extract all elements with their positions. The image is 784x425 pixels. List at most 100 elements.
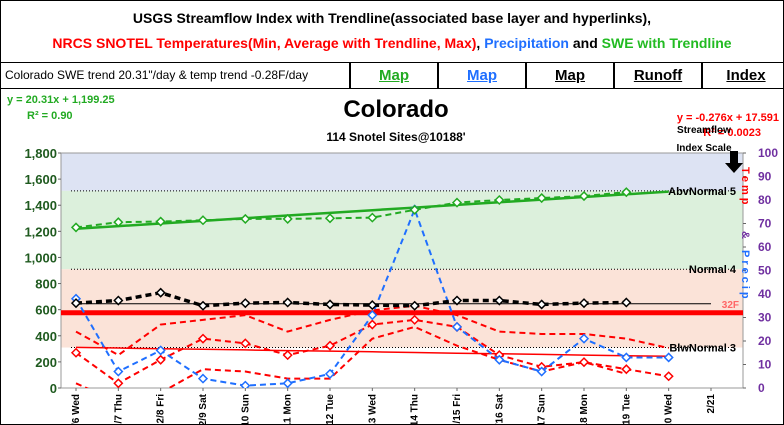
temp-equation: y = -0.276x + 17.591 xyxy=(677,112,779,124)
series-marker xyxy=(536,192,547,204)
series-line xyxy=(75,290,627,308)
temp-r2: R² = 0.0023 xyxy=(703,127,761,139)
series-marker xyxy=(282,378,293,388)
series-marker xyxy=(494,295,505,306)
nav-links: Map Map Map Runoff Index xyxy=(349,63,783,88)
x-tick-label: 2/9 Sat xyxy=(198,393,209,424)
series-marker xyxy=(621,364,632,375)
series-marker xyxy=(113,295,124,306)
x-tick-label: 2/13 Wed xyxy=(367,394,378,424)
x-tick-label: 2/15 Fri xyxy=(452,394,463,424)
series-marker xyxy=(70,298,82,309)
series-marker xyxy=(409,300,420,311)
series-marker xyxy=(113,217,124,228)
header-segment: SWE with Trendline xyxy=(601,35,732,51)
y-tick-label: 1,800 xyxy=(24,146,57,161)
series-marker xyxy=(155,345,166,356)
y2-tick-label: 0 xyxy=(758,381,765,395)
header-segment: NRCS SNOTEL Temperatures(Min, Average wi… xyxy=(52,35,477,51)
series-marker xyxy=(536,299,547,310)
series-marker xyxy=(621,352,632,363)
x-tick-label: 2/10 Sun xyxy=(240,394,251,424)
y2-label: Precip xyxy=(739,250,751,302)
freeze-label: 32F xyxy=(722,300,739,311)
x-tick-label: 2/19 Tue xyxy=(621,394,632,424)
series-marker xyxy=(113,378,124,388)
x-tick-label: 2/18 Mon xyxy=(579,394,590,424)
series-marker xyxy=(282,213,293,224)
series-marker xyxy=(451,197,463,208)
series-marker xyxy=(578,191,590,202)
x-tick-label: 2/8 Fri xyxy=(156,394,167,424)
series-marker xyxy=(621,297,632,308)
series-marker xyxy=(282,297,293,308)
series-line xyxy=(75,346,669,358)
series-line xyxy=(75,304,669,357)
series-line xyxy=(75,190,669,231)
y2-label: & xyxy=(739,231,751,242)
series-marker xyxy=(155,287,166,298)
streamflow-label: Streamflow xyxy=(677,125,731,136)
band-label: AbvNormal 5 xyxy=(668,186,736,198)
x-tick-label: 2/14 Thu xyxy=(410,394,421,424)
y2-tick-label: 100 xyxy=(758,146,778,160)
series-marker xyxy=(409,314,420,325)
series-marker xyxy=(240,380,251,388)
y2-tick-label: 50 xyxy=(758,264,772,278)
y-tick-label: 800 xyxy=(35,277,57,292)
y2-tick-label: 20 xyxy=(758,334,772,348)
series-line xyxy=(75,191,627,229)
swe-r2: R² = 0.90 xyxy=(27,110,73,122)
series-marker xyxy=(367,212,378,223)
trend-info: Colorado SWE trend 20.31"/day & temp tre… xyxy=(5,68,309,82)
chart-subtitle: 114 Snotel Sites@10188' xyxy=(326,130,465,144)
y-tick-label: 0 xyxy=(50,381,57,396)
header-segment: Precipitation xyxy=(484,35,569,51)
series-marker xyxy=(663,371,674,382)
series-marker xyxy=(240,298,251,309)
y2-tick-label: 60 xyxy=(758,240,772,254)
swe-equation: y = 20.31x + 1,199.25 xyxy=(7,94,115,106)
x-tick-label: 2/7 Thu xyxy=(113,394,124,424)
series-marker xyxy=(155,354,166,365)
x-tick-label: 2/12 Tue xyxy=(325,394,336,424)
series-marker xyxy=(578,357,590,368)
band-area xyxy=(61,153,743,191)
series-marker xyxy=(367,300,378,311)
header-line2: NRCS SNOTEL Temperatures(Min, Average wi… xyxy=(1,26,783,51)
series-marker xyxy=(155,216,166,227)
y-tick-label: 1,000 xyxy=(24,250,57,265)
y-tick-label: 200 xyxy=(35,355,57,370)
nav-link[interactable]: Index xyxy=(701,63,783,88)
series-marker xyxy=(536,366,547,377)
x-tick-label: 2/17 Sun xyxy=(537,394,548,424)
series-marker xyxy=(578,298,590,309)
y2-tick-label: 10 xyxy=(758,358,772,372)
nav-link[interactable]: Map xyxy=(437,63,525,88)
band-label: BlwNormal 3 xyxy=(669,343,736,355)
scale-arrow xyxy=(725,151,743,173)
x-tick-label: 2/6 Wed xyxy=(71,394,82,424)
band-area xyxy=(61,190,743,270)
x-tick-label: 2/11 Mon xyxy=(283,394,294,424)
y2-label: Temp xyxy=(739,167,751,208)
series-marker xyxy=(324,368,336,379)
y2-tick-label: 90 xyxy=(758,170,772,184)
series-marker xyxy=(70,347,82,358)
y-tick-label: 1,400 xyxy=(24,198,57,213)
header: USGS Streamflow Index with Trendline(ass… xyxy=(1,1,783,61)
band-area xyxy=(61,269,743,348)
series-marker xyxy=(621,187,632,198)
series-marker xyxy=(197,333,209,344)
series-marker xyxy=(197,215,209,226)
header-line1: USGS Streamflow Index with Trendline(ass… xyxy=(132,10,652,26)
nav-bar: Colorado SWE trend 20.31"/day & temp tre… xyxy=(1,62,783,89)
series-marker xyxy=(409,204,420,215)
series-group xyxy=(70,187,711,388)
y-tick-label: 400 xyxy=(35,329,57,344)
nav-link[interactable]: Map xyxy=(349,63,437,88)
nav-link[interactable]: Runoff xyxy=(613,63,701,88)
nav-link[interactable]: Map xyxy=(525,63,613,88)
series-marker xyxy=(494,194,505,206)
